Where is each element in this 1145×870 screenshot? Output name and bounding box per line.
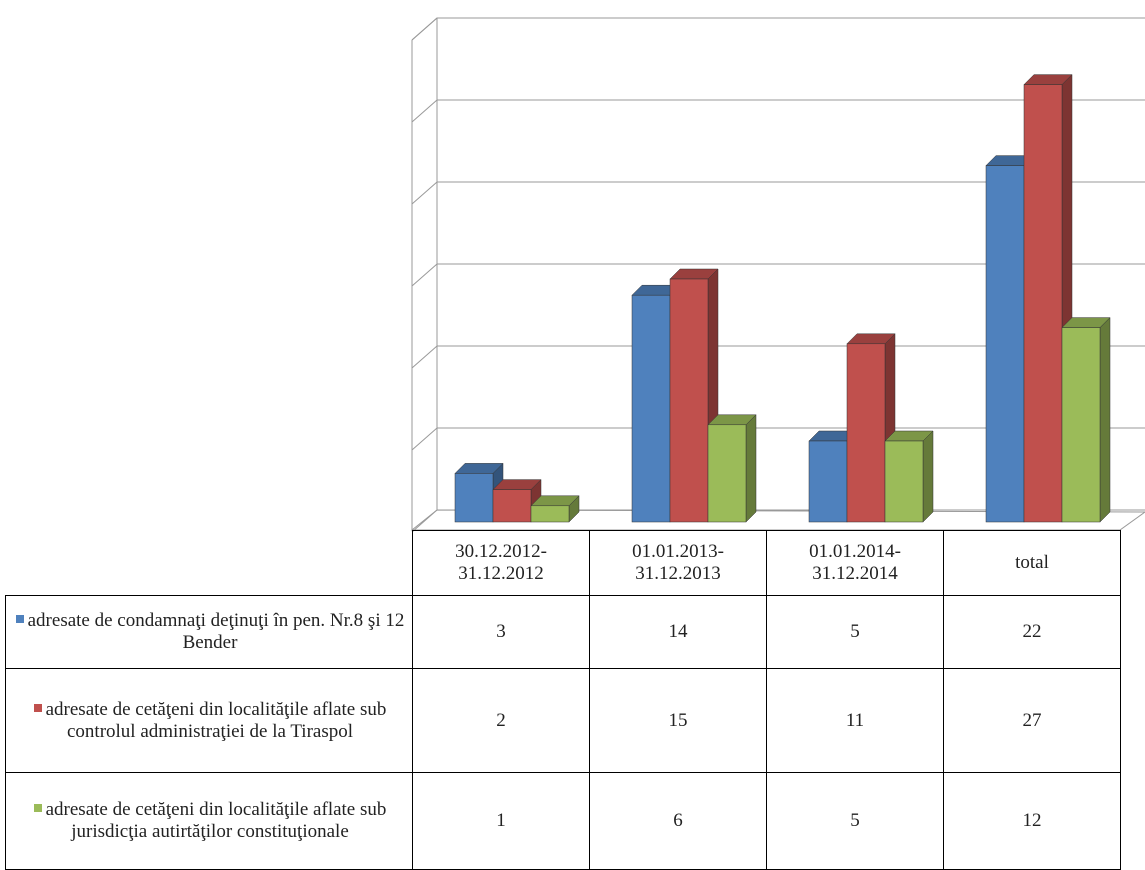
bar-front: [808, 440, 848, 523]
bar-front: [631, 294, 671, 523]
table-value: 14: [589, 595, 767, 669]
table-value: 5: [766, 595, 944, 669]
table-value: 22: [943, 595, 1121, 669]
legend-label: adresate de condamnaţi deţinuţi în pen. …: [5, 595, 413, 669]
table-value: 12: [943, 772, 1121, 870]
legend-text: adresate de cetăţeni din localităţile af…: [14, 699, 406, 743]
table-value: 1: [412, 772, 590, 870]
bar-front: [884, 440, 924, 523]
table-value: 11: [766, 668, 944, 773]
bar-front: [846, 343, 886, 523]
legend-text: adresate de condamnaţi deţinuţi în pen. …: [14, 610, 406, 654]
grid-line: [411, 345, 1145, 369]
bar-front: [530, 505, 570, 523]
grid-line: [411, 99, 1145, 123]
bar: [1061, 316, 1111, 523]
bar: [530, 495, 580, 523]
table-value: 2: [412, 668, 590, 773]
legend-key: [15, 615, 24, 623]
table-value: 27: [943, 668, 1121, 773]
table-value: 5: [766, 772, 944, 870]
table-value: 6: [589, 772, 767, 870]
bar-side: [922, 430, 934, 523]
legend-label: adresate de cetăţeni din localităţile af…: [5, 772, 413, 870]
bar-front: [669, 278, 709, 523]
bar-front: [707, 424, 747, 523]
legend-label: adresate de cetăţeni din localităţile af…: [5, 668, 413, 773]
column-header: 01.01.2013-31.12.2013: [589, 530, 767, 596]
table-value: 15: [589, 668, 767, 773]
grid-line: [411, 181, 1145, 205]
legend-key: [33, 804, 42, 812]
column-header: 30.12.2012-31.12.2012: [412, 530, 590, 596]
bar-front: [492, 489, 532, 523]
bar-front: [985, 165, 1025, 523]
bar: [884, 430, 934, 523]
table-value: 3: [412, 595, 590, 669]
legend-key: [33, 703, 42, 712]
bar-front: [454, 473, 494, 523]
bar: [707, 414, 757, 523]
bar-front: [1023, 84, 1063, 523]
column-header: total: [943, 530, 1121, 596]
bar-side: [745, 414, 757, 523]
bar-front: [1061, 327, 1101, 523]
legend-text: adresate de cetăţeni din localităţile af…: [14, 799, 406, 843]
column-header: 01.01.2014-31.12.2014: [766, 530, 944, 596]
grid-line: [411, 263, 1145, 287]
grid-line: [411, 427, 1145, 451]
bar-side: [1099, 316, 1111, 523]
grid-line: [411, 17, 1145, 41]
